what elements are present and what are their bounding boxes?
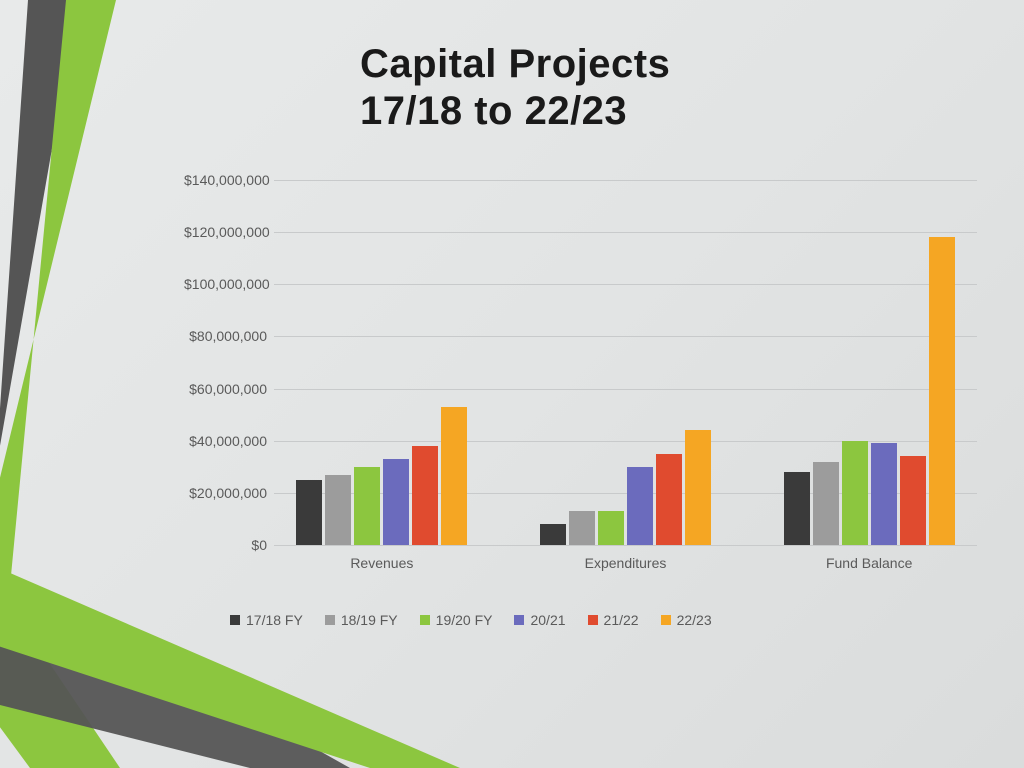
category-label: Revenues bbox=[284, 555, 480, 571]
category-label: Expenditures bbox=[528, 555, 724, 571]
legend-label: 22/23 bbox=[677, 612, 712, 628]
y-axis-label: $40,000,000 bbox=[184, 433, 267, 449]
bar bbox=[354, 467, 380, 545]
bar bbox=[784, 472, 810, 545]
bar bbox=[540, 524, 566, 545]
bar bbox=[296, 480, 322, 545]
bar bbox=[325, 475, 351, 545]
bar bbox=[383, 459, 409, 545]
legend: 17/18 FY 18/19 FY 19/20 FY 20/21 21/22 22/23 bbox=[230, 612, 712, 628]
y-axis-label: $140,000,000 bbox=[184, 172, 267, 188]
bars-row bbox=[771, 180, 967, 545]
legend-item: 19/20 FY bbox=[420, 612, 493, 628]
bar bbox=[900, 456, 926, 545]
y-axis-label: $80,000,000 bbox=[184, 328, 267, 344]
legend-swatch bbox=[325, 615, 335, 625]
legend-item: 18/19 FY bbox=[325, 612, 398, 628]
legend-label: 19/20 FY bbox=[436, 612, 493, 628]
category-label: Fund Balance bbox=[771, 555, 967, 571]
bar bbox=[871, 443, 897, 545]
bar bbox=[412, 446, 438, 545]
legend-label: 17/18 FY bbox=[246, 612, 303, 628]
bars-row bbox=[284, 180, 480, 545]
legend-item: 20/21 bbox=[514, 612, 565, 628]
title-line-2: 17/18 to 22/23 bbox=[360, 89, 670, 134]
legend-swatch bbox=[514, 615, 524, 625]
legend-swatch bbox=[588, 615, 598, 625]
bar-group: Expenditures bbox=[528, 180, 724, 545]
legend-swatch bbox=[661, 615, 671, 625]
bar-group: Revenues bbox=[284, 180, 480, 545]
legend-item: 22/23 bbox=[661, 612, 712, 628]
y-axis-label: $20,000,000 bbox=[184, 485, 267, 501]
slide-title-block: Capital Projects 17/18 to 22/23 bbox=[360, 42, 670, 134]
bar bbox=[598, 511, 624, 545]
legend-swatch bbox=[230, 615, 240, 625]
bar bbox=[813, 462, 839, 545]
capital-projects-chart: RevenuesExpendituresFund Balance $0$20,0… bbox=[187, 180, 977, 575]
bar bbox=[929, 237, 955, 545]
legend-label: 20/21 bbox=[530, 612, 565, 628]
legend-swatch bbox=[420, 615, 430, 625]
bar-group: Fund Balance bbox=[771, 180, 967, 545]
legend-label: 18/19 FY bbox=[341, 612, 398, 628]
y-axis-label: $120,000,000 bbox=[184, 224, 267, 240]
bar bbox=[569, 511, 595, 545]
gridline bbox=[274, 545, 977, 546]
y-axis-label: $60,000,000 bbox=[184, 381, 267, 397]
legend-item: 17/18 FY bbox=[230, 612, 303, 628]
bar-groups: RevenuesExpendituresFund Balance bbox=[274, 180, 977, 545]
bar bbox=[627, 467, 653, 545]
bar bbox=[685, 430, 711, 545]
legend-item: 21/22 bbox=[588, 612, 639, 628]
title-line-1: Capital Projects bbox=[360, 42, 670, 87]
y-axis-label: $100,000,000 bbox=[184, 276, 267, 292]
y-axis-label: $0 bbox=[184, 537, 267, 553]
legend-label: 21/22 bbox=[604, 612, 639, 628]
bar bbox=[842, 441, 868, 545]
bar bbox=[656, 454, 682, 545]
bar bbox=[441, 407, 467, 545]
bars-row bbox=[528, 180, 724, 545]
